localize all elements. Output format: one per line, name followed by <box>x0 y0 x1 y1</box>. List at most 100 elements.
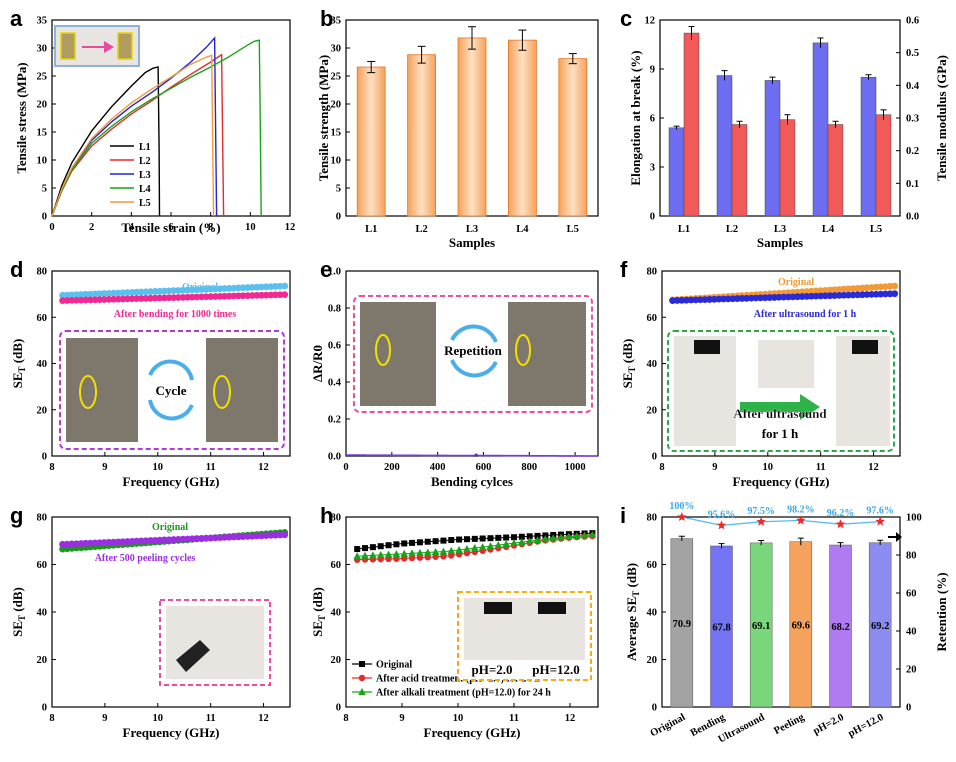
panel-h-point <box>401 555 408 562</box>
panel-h-point <box>369 551 377 559</box>
panel-h-series-2 <box>353 530 597 560</box>
panel-a-inset-sample-left <box>60 32 76 60</box>
panel-d-series-1 <box>59 291 289 304</box>
panel-a-legend-label-L3: L3 <box>139 170 151 181</box>
panel-d-ytick-label: 40 <box>37 359 48 370</box>
panel-a-ytick-label: 20 <box>37 100 48 111</box>
panel-a-ytick-label: 35 <box>37 16 48 27</box>
panel-h-xtick-label: 12 <box>565 713 576 724</box>
panel-h-point <box>455 545 463 553</box>
panel-c-ytick-label: 0 <box>650 212 655 223</box>
panel-d-ytick-label: 80 <box>37 267 48 278</box>
panel-d-xtick-label: 9 <box>102 462 107 473</box>
panel-h-point <box>424 553 431 561</box>
panel-b-ytick-label: 10 <box>331 156 342 167</box>
panel-g-ylabel-unit: (dB) <box>10 587 25 615</box>
panel-f-series-1 <box>669 290 899 304</box>
panel-b-ytick-label: 0 <box>336 212 341 223</box>
panel-i-right-ytick-label: 80 <box>906 551 917 562</box>
panel-h-ylabel-unit: (dB) <box>310 587 325 615</box>
star-icon <box>756 516 766 526</box>
panel-h-legend-marker <box>359 661 365 667</box>
panel-h-point <box>393 541 400 548</box>
panel-c-xtick-label-L1: L1 <box>678 224 690 235</box>
panel-d-ylabel-sub: T <box>17 366 27 372</box>
panel-e: e 0 200 400 600 800 1000 0.0 0.2 0.4 0.6 0.8 1.0 Bend… <box>310 257 599 489</box>
panel-h-point <box>503 534 510 541</box>
panel-b-bar-L3 <box>457 37 487 217</box>
panel-f-ylabel: SET (dB) <box>620 339 637 389</box>
panel-d-cycle-label: Cycle <box>155 383 186 398</box>
panel-i-value-label-pH=2.0: 68.2 <box>831 622 849 633</box>
panel-h-point <box>385 542 392 549</box>
panel-h-ytick-label: 0 <box>336 703 341 714</box>
panel-g-ylabel: SET (dB) <box>10 587 27 637</box>
panel-label-c: c <box>620 6 632 31</box>
panel-h-xtick-label: 10 <box>453 713 464 724</box>
panel-c-y2label: Tensile modulus (GPa) <box>934 55 949 181</box>
panel-a-inset-sample-right <box>117 32 133 60</box>
panel-e-ytick-label: 0.6 <box>328 341 341 352</box>
star-icon <box>716 520 727 530</box>
panel-h-point <box>494 541 503 549</box>
panel-a-ytick-label: 30 <box>37 44 48 55</box>
panel-h-point <box>432 553 439 560</box>
panel-h-point <box>511 534 517 541</box>
panel-c-bar-L5-left <box>860 76 877 217</box>
panel-g: g 8 9 10 11 12 0 20 40 60 80 Frequency (GHz) SET (dB… <box>10 503 291 740</box>
panel-f: f 8 9 10 11 12 0 20 40 60 80 Frequency (GHz) SET (dB… <box>620 257 901 489</box>
bottle-cap-icon <box>694 340 720 354</box>
panel-i: i 0 20 40 60 80 0 20 40 60 80 100 Average SET (dB) Re… <box>620 501 949 745</box>
panel-a-ytick-label: 25 <box>37 72 48 83</box>
panel-i-retention-label: 100% <box>669 501 694 512</box>
panel-i-value-label-Ultrasound: 69.1 <box>752 621 770 632</box>
panel-d: d 8 9 10 11 12 0 20 40 60 80 Frequency (GHz) SET (dB… <box>10 257 291 489</box>
panel-b-ytick-label: 5 <box>336 184 341 195</box>
arrow-right-icon <box>82 41 114 53</box>
panel-d-photo-right <box>206 338 278 442</box>
panel-d-xlabel: Frequency (GHz) <box>123 474 220 489</box>
panel-h-ytick-label: 20 <box>331 655 342 666</box>
panel-h-point <box>471 535 478 542</box>
panel-d-ytick-label: 60 <box>37 313 48 324</box>
panel-c-bar-L2-right <box>731 124 748 217</box>
panel-i-value-label-pH=12.0: 69.2 <box>871 621 889 632</box>
panel-c-bar-L3-right <box>779 119 796 217</box>
panel-f-ylabel-unit: (dB) <box>620 339 635 367</box>
bottle-cap-icon <box>852 340 878 354</box>
panel-b-ytick-label: 30 <box>331 44 342 55</box>
panel-f-legend-original: Original <box>778 277 814 288</box>
panel-i-xtick-label-pH=12.0: pH=12.0 <box>847 712 886 740</box>
panel-h-point <box>416 539 423 546</box>
panel-h-ylabel-sub: T <box>317 615 327 621</box>
panel-b-bar-L2 <box>407 54 437 217</box>
panel-h-point <box>518 533 525 540</box>
panel-a-series-L1 <box>51 66 161 217</box>
panel-c: c 0 3 6 9 12 0.0 0.1 0.2 0.3 0.4 0.5 0.6 Elongation a… <box>620 6 949 250</box>
panel-f-xtick-label: 9 <box>712 462 717 473</box>
panel-h-point <box>479 535 486 542</box>
panel-e-highlight-right <box>515 334 531 366</box>
panel-a-ytick-label: 5 <box>42 184 47 195</box>
panel-h-point <box>549 534 557 542</box>
panel-h-point <box>431 548 440 556</box>
panel-h-point <box>487 535 494 542</box>
panel-h-inset-label-acid: pH=2.0 <box>472 662 513 677</box>
panel-h-point <box>588 530 597 538</box>
bottle-cap-icon <box>484 602 512 614</box>
panel-i-value-label-Original: 70.9 <box>673 619 691 630</box>
panel-d-legend-bending: After bending for 1000 times <box>114 309 237 320</box>
panel-h-point <box>463 536 470 543</box>
panel-f-photo-middle <box>758 340 814 388</box>
arrow-right-icon <box>888 532 902 542</box>
panel-c-bar-L2-left <box>716 75 733 217</box>
panel-g-ytick-label: 40 <box>37 608 48 619</box>
panel-b-bar-L4 <box>507 39 537 217</box>
panel-h-ylabel: SET (dB) <box>310 587 327 637</box>
panel-h-point <box>510 539 518 547</box>
panel-e-xtick-label: 600 <box>476 462 492 473</box>
panel-c-right-ytick-label: 0.2 <box>906 146 919 157</box>
panel-b-ytick-label: 35 <box>331 16 342 27</box>
panel-d-ylabel-unit: (dB) <box>10 339 25 367</box>
panel-b-xtick-label-L5: L5 <box>567 224 579 235</box>
